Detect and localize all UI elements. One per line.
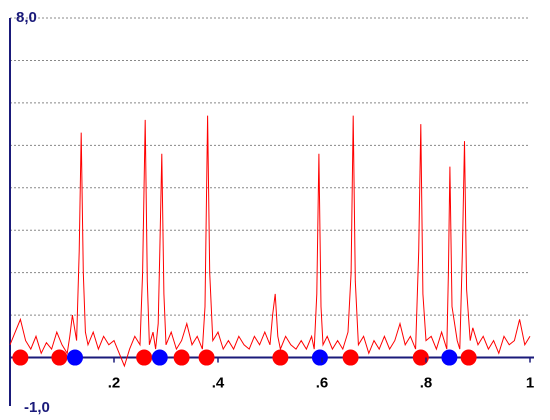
marker-12 bbox=[460, 349, 477, 366]
x-tick-label-4: 1 bbox=[526, 375, 534, 392]
series-line-0 bbox=[9, 115, 531, 368]
marker-10 bbox=[412, 349, 429, 366]
marker-5 bbox=[173, 349, 190, 366]
y-top-label: 8,0 bbox=[16, 9, 37, 26]
marker-8 bbox=[311, 349, 328, 366]
marker-2 bbox=[67, 349, 83, 366]
marker-0 bbox=[12, 349, 29, 366]
x-tick-label-3: .8 bbox=[420, 375, 433, 392]
x-tick-label-0: .2 bbox=[108, 375, 121, 392]
marker-1 bbox=[51, 349, 68, 366]
tick-labels: 8,0 -1,0 .2 .4 .6 .8 1 bbox=[16, 9, 534, 416]
grid-lines bbox=[10, 17, 530, 316]
marker-3 bbox=[136, 349, 153, 366]
x-tick-label-2: .6 bbox=[316, 375, 329, 392]
marker-9 bbox=[342, 349, 359, 366]
markers bbox=[12, 349, 477, 366]
marker-4 bbox=[151, 349, 168, 366]
series-lines bbox=[9, 115, 531, 368]
marker-6 bbox=[198, 349, 215, 366]
x-tick-label-1: .4 bbox=[212, 375, 225, 392]
marker-7 bbox=[272, 349, 289, 366]
y-bottom-label: -1,0 bbox=[24, 399, 50, 416]
marker-11 bbox=[441, 349, 458, 366]
axes bbox=[9, 18, 534, 406]
